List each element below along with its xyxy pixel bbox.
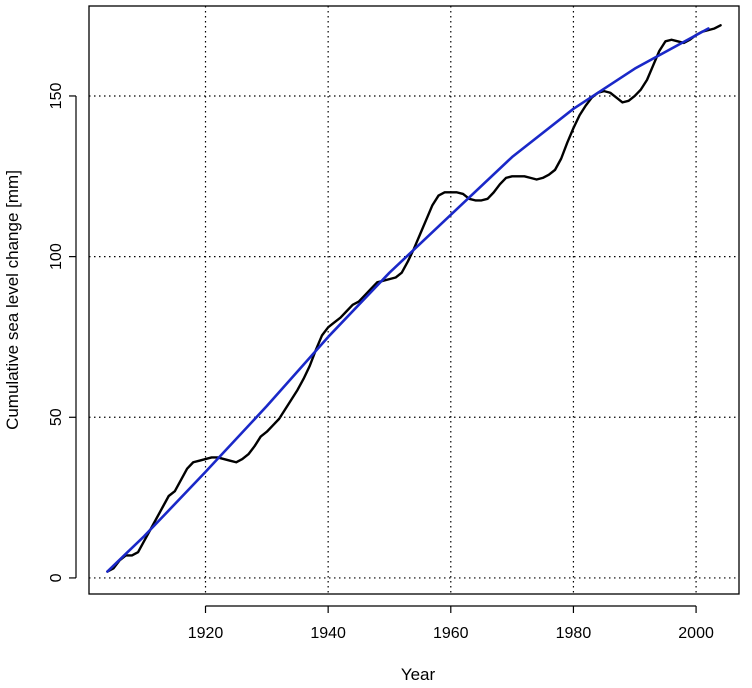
x-tick-label: 1940 <box>310 625 346 642</box>
series-layer <box>106 24 722 573</box>
x-tick-label: 1960 <box>433 625 469 642</box>
axes-layer: 1920 1940 1960 1980 2000 0 50 100 150 <box>48 5 740 642</box>
y-tick-label: 0 <box>48 573 65 582</box>
series-line-trend <box>106 27 710 573</box>
x-tick-label: 2000 <box>678 625 714 642</box>
plot-frame <box>88 5 740 595</box>
y-tick-label: 100 <box>48 243 65 270</box>
series-line-observed <box>106 24 722 573</box>
y-tick-label: 150 <box>48 83 65 110</box>
x-tick-label: 1980 <box>556 625 592 642</box>
x-axis-title: Year <box>401 665 436 684</box>
x-tick-label: 1920 <box>188 625 224 642</box>
grid-layer <box>89 6 739 594</box>
y-axis-title: Cumulative sea level change [mm] <box>3 170 22 430</box>
y-tick-label: 50 <box>48 408 65 426</box>
